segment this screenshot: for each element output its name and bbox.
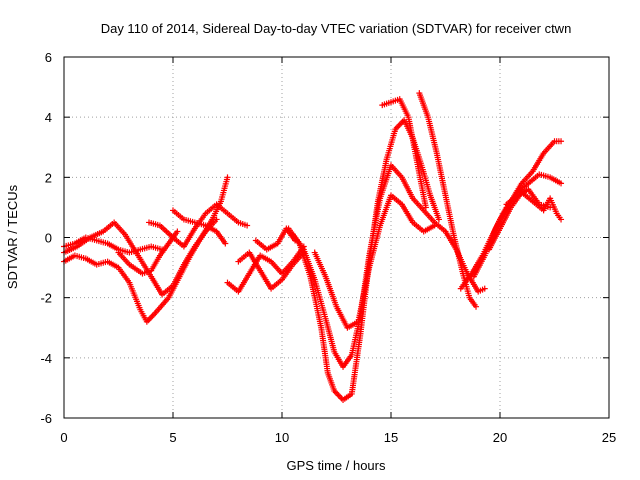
data-point	[481, 285, 488, 292]
data-point	[473, 303, 480, 310]
tick-marks	[63, 56, 610, 419]
x-tick-label: 5	[169, 430, 176, 445]
series-satellite-track-16	[470, 171, 565, 280]
series-trace	[314, 194, 435, 329]
y-tick-label: 4	[45, 110, 52, 125]
data-point	[435, 216, 442, 223]
data-point	[422, 204, 429, 211]
series-satellite-track-8	[235, 249, 307, 292]
x-tick-label: 25	[602, 430, 616, 445]
x-tick-label: 10	[275, 430, 289, 445]
series-trace	[63, 177, 229, 323]
series-layer	[61, 90, 565, 403]
data-point	[222, 240, 229, 247]
data-point	[558, 138, 565, 145]
series-satellite-track-14	[416, 90, 480, 310]
y-tick-label: 2	[45, 170, 52, 185]
x-axis-label: GPS time / hours	[287, 458, 386, 473]
tick-labels: 0 5 10 15 20 25 -6 -4 -2 0 2 4 6	[40, 50, 616, 445]
series-satellite-track-6	[170, 207, 229, 247]
data-point	[558, 216, 565, 223]
y-tick-label: -4	[40, 351, 52, 366]
chart-title: Day 110 of 2014, Sidereal Day-to-day VTE…	[101, 21, 572, 36]
y-tick-label: -2	[40, 291, 52, 306]
series-satellite-track-15	[457, 138, 565, 292]
data-point	[431, 222, 438, 229]
data-point	[213, 216, 220, 223]
series-satellite-track-18	[503, 186, 554, 211]
data-point	[174, 228, 181, 235]
series-trace	[227, 246, 305, 293]
grid	[64, 57, 609, 418]
series-satellite-track-7	[224, 243, 307, 295]
y-axis-label: SDTVAR / TECUs	[5, 184, 20, 289]
x-tick-label: 15	[384, 430, 398, 445]
series-satellite-track-12	[311, 192, 438, 331]
data-point	[224, 174, 231, 181]
series-satellite-track-1	[61, 174, 231, 325]
data-point	[244, 222, 251, 229]
x-tick-label: 20	[493, 430, 507, 445]
y-tick-label: 0	[45, 231, 52, 246]
data-point	[558, 180, 565, 187]
y-tick-label: -6	[40, 411, 52, 426]
series-satellite-track-13	[379, 96, 429, 211]
y-tick-label: 6	[45, 50, 52, 65]
data-point	[547, 204, 554, 211]
x-tick-label: 0	[60, 430, 67, 445]
series-satellite-track-3	[61, 234, 166, 256]
